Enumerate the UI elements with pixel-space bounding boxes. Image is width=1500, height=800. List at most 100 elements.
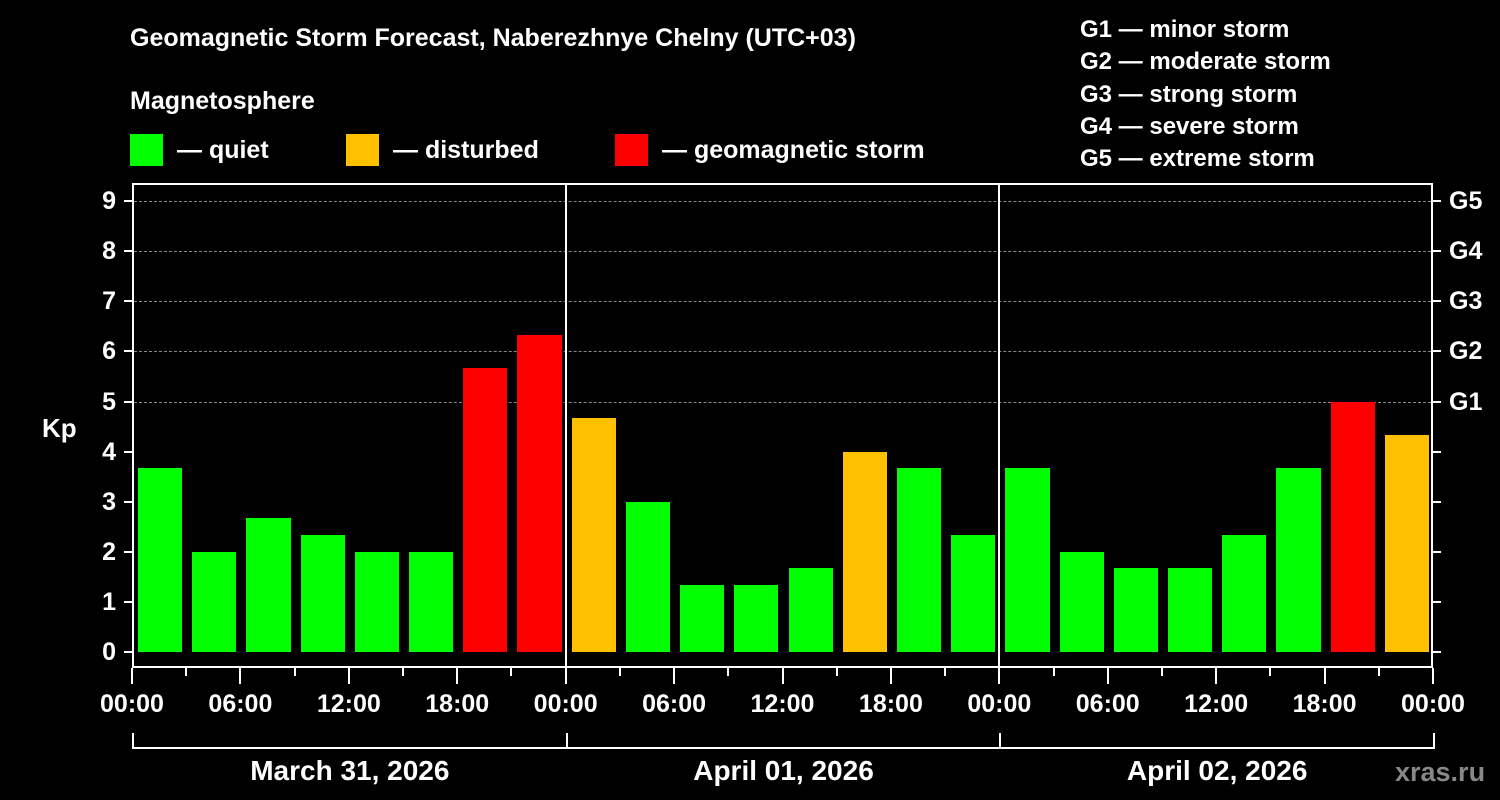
x-tick [402, 668, 405, 676]
y-tick [124, 300, 132, 303]
kp-bar [300, 535, 345, 652]
x-tick [727, 668, 730, 676]
x-tick-label: 00:00 [100, 690, 164, 718]
x-tick-label: 00:00 [967, 690, 1032, 718]
day-label: April 01, 2026 [693, 755, 874, 786]
kp-bar [1113, 568, 1158, 652]
y-tick-label: 3 [102, 487, 116, 516]
kp-bar [138, 468, 183, 652]
day-label: April 02, 2026 [1126, 755, 1308, 786]
y-tick [124, 500, 132, 503]
kp-bar [517, 334, 562, 652]
y-tick-label: 4 [102, 437, 116, 466]
gridline [134, 351, 1431, 353]
x-tick [1160, 668, 1163, 676]
y2-tick [1433, 350, 1441, 353]
disturbed-swatch [346, 134, 379, 166]
y-tick-label: 7 [102, 287, 116, 316]
x-tick-label: 18:00 [425, 690, 490, 718]
x-tick-label: 12:00 [316, 690, 381, 718]
kp-bar [246, 518, 291, 652]
plot-area [132, 183, 1433, 668]
storm-swatch [615, 134, 648, 166]
x-tick [1377, 668, 1380, 676]
x-tick [1052, 668, 1055, 676]
kp-bar [1276, 468, 1321, 652]
y-tick-label: 0 [102, 638, 116, 666]
x-tick-label: 00:00 [1401, 690, 1465, 718]
x-tick-label: 12:00 [750, 690, 815, 718]
legend-label: — quiet [177, 135, 269, 164]
y2-tick [1433, 450, 1441, 453]
kp-bar [1005, 468, 1050, 652]
x-tick [835, 668, 838, 676]
y2-tick [1433, 200, 1441, 203]
kp-bar [1167, 568, 1213, 652]
storm-scale-item: G4 — severe storm [1080, 112, 1299, 140]
x-tick [510, 668, 513, 676]
storm-scale-item: G3 — strong storm [1080, 80, 1298, 108]
y2-tick [1433, 550, 1441, 553]
kp-bar [192, 551, 237, 652]
x-tick [293, 668, 296, 676]
y-tick [124, 200, 132, 203]
gridline [134, 301, 1431, 303]
kp-bar [1384, 435, 1429, 652]
day-divider [998, 185, 1001, 666]
x-tick-label: 06:00 [642, 690, 707, 718]
quiet-swatch [130, 134, 163, 166]
x-tick-label: 18:00 [1292, 690, 1357, 718]
x-tick [1215, 668, 1218, 684]
storm-scale-item: G1 — minor storm [1080, 16, 1290, 43]
y2-tick [1433, 250, 1441, 253]
x-tick [781, 668, 784, 684]
x-tick [347, 668, 350, 684]
storm-scale-item: G5 — extreme storm [1080, 145, 1315, 173]
day-label: March 31, 2026 [250, 755, 450, 786]
storm-scale-item: G2 — moderate storm [1080, 48, 1331, 76]
gridline [134, 201, 1431, 203]
g-scale-label: G4 [1449, 237, 1483, 266]
kp-bar [571, 418, 616, 652]
x-tick-label: 06:00 [1075, 690, 1140, 718]
kp-bar [409, 551, 454, 652]
y-axis-label: Kp [42, 413, 77, 443]
y2-tick [1433, 600, 1441, 603]
watermark: xras.ru [1395, 757, 1486, 787]
y-tick [124, 600, 132, 603]
kp-bar [896, 468, 942, 652]
gridline [134, 401, 1431, 403]
kp-bar [951, 535, 996, 652]
kp-bar [788, 568, 833, 652]
kp-bar [354, 551, 400, 652]
day-bracket [565, 733, 1002, 749]
y-tick-label: 6 [102, 337, 116, 366]
x-tick [185, 668, 188, 676]
x-tick [618, 668, 621, 676]
x-tick [456, 668, 459, 684]
x-tick [239, 668, 242, 684]
y-tick [124, 350, 132, 353]
kp-bar [463, 367, 508, 652]
x-tick [1432, 668, 1434, 684]
kp-bar [734, 585, 779, 652]
x-tick [1269, 668, 1272, 676]
x-tick-label: 00:00 [533, 690, 598, 718]
gridline [134, 251, 1431, 253]
kp-bar [1330, 401, 1375, 652]
y2-tick [1433, 651, 1441, 653]
day-bracket [132, 733, 568, 749]
x-tick [944, 668, 947, 676]
day-divider [564, 185, 567, 666]
legend-label: — disturbed [393, 135, 539, 164]
g-scale-label: G2 [1449, 337, 1483, 366]
y-tick [124, 450, 132, 453]
x-tick [673, 668, 676, 684]
y-tick [124, 550, 132, 553]
x-tick-label: 06:00 [208, 690, 273, 718]
g-scale-label: G3 [1449, 287, 1483, 316]
x-tick [998, 668, 1001, 684]
chart-title: Geomagnetic Storm Forecast, Naberezhnye … [130, 24, 856, 52]
kp-bar [680, 585, 725, 652]
legend-item-storm: — geomagnetic storm [615, 134, 925, 166]
